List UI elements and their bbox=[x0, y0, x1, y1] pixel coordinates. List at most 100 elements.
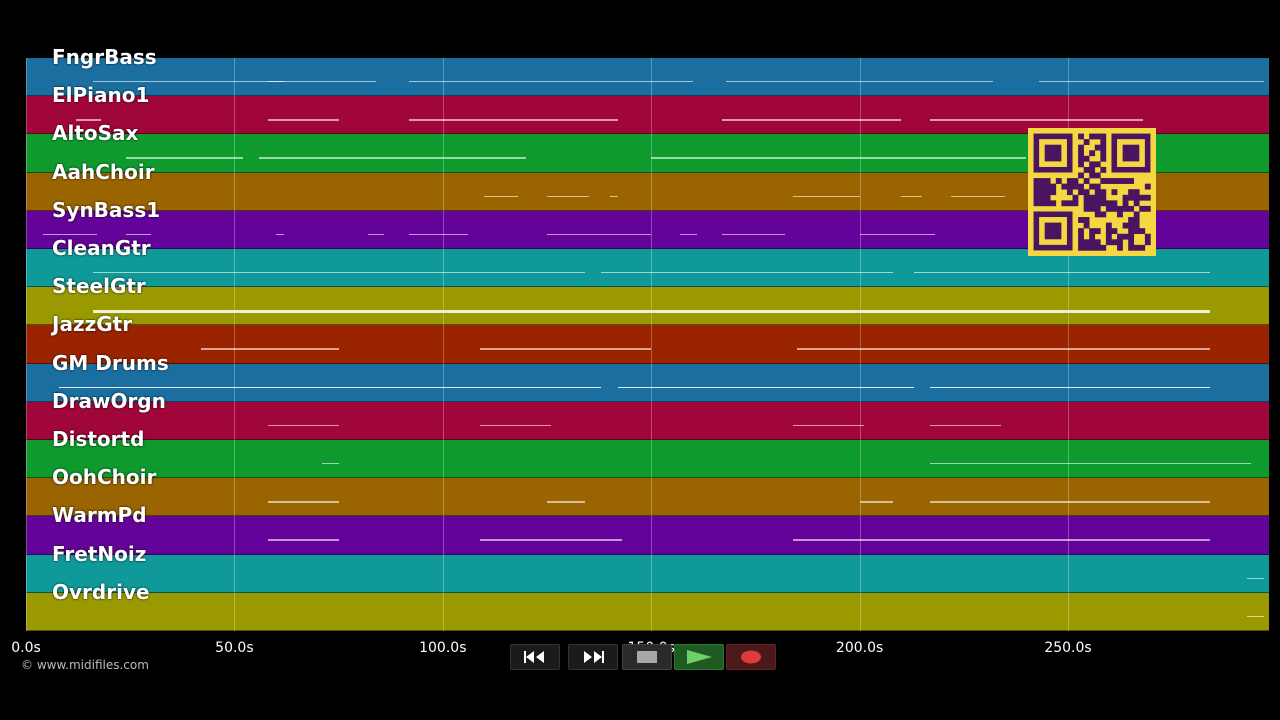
fast-forward-icon bbox=[584, 651, 604, 663]
note-mark bbox=[321, 462, 339, 465]
time-tick-label: 100.0s bbox=[419, 640, 467, 656]
note-mark bbox=[859, 501, 893, 503]
note-mark bbox=[276, 233, 285, 236]
note-mark bbox=[409, 80, 693, 83]
note-mark bbox=[42, 233, 97, 236]
note-mark bbox=[92, 271, 585, 274]
note-mark bbox=[267, 539, 339, 541]
track-lane bbox=[26, 363, 1269, 402]
record-button[interactable] bbox=[726, 644, 776, 670]
note-mark bbox=[367, 233, 385, 236]
track-label: SteelGtr bbox=[52, 274, 146, 299]
qr-code-icon bbox=[1028, 128, 1156, 256]
copyright-text: © www.midifiles.com bbox=[21, 658, 149, 672]
note-mark bbox=[680, 233, 698, 236]
record-icon bbox=[741, 650, 761, 664]
track-lane bbox=[26, 287, 1269, 326]
note-mark bbox=[126, 233, 152, 236]
note-mark bbox=[92, 80, 285, 83]
rewind-button[interactable] bbox=[510, 644, 560, 670]
track-label: AltoSax bbox=[52, 121, 139, 146]
track-label: Distortd bbox=[52, 427, 145, 451]
note-mark bbox=[859, 233, 935, 236]
grid-line bbox=[651, 58, 653, 631]
stop-icon bbox=[637, 651, 657, 663]
track-lane bbox=[26, 516, 1269, 555]
note-mark bbox=[484, 195, 518, 198]
note-mark bbox=[259, 157, 527, 159]
note-mark bbox=[930, 501, 1210, 503]
track-lane bbox=[26, 592, 1269, 631]
track-label: WarmPd bbox=[52, 503, 147, 528]
track-label: AahChoir bbox=[52, 159, 155, 184]
note-mark bbox=[1247, 615, 1264, 618]
note-mark bbox=[722, 119, 902, 121]
time-tick-label: 0.0s bbox=[11, 640, 41, 656]
track-lane bbox=[26, 440, 1269, 479]
grid-line bbox=[859, 58, 861, 631]
note-mark bbox=[1038, 80, 1264, 83]
track-lane bbox=[26, 58, 1269, 97]
track-label: ElPiano1 bbox=[52, 83, 150, 108]
note-mark bbox=[792, 424, 864, 427]
grid-line bbox=[1068, 58, 1069, 631]
note-mark bbox=[913, 271, 1210, 274]
note-mark bbox=[480, 348, 652, 350]
note-mark bbox=[726, 80, 993, 83]
note-mark bbox=[609, 195, 618, 198]
note-mark bbox=[267, 501, 339, 503]
time-tick-label: 50.0s bbox=[215, 640, 254, 656]
note-mark bbox=[409, 119, 618, 121]
note-mark bbox=[547, 195, 589, 198]
note-mark bbox=[480, 539, 622, 541]
track-label: JazzGtr bbox=[52, 312, 133, 337]
play-button[interactable] bbox=[674, 644, 724, 670]
note-mark bbox=[547, 501, 585, 503]
note-mark bbox=[201, 348, 339, 350]
note-mark bbox=[76, 119, 102, 121]
note-mark bbox=[617, 386, 914, 389]
track-label: OohChoir bbox=[52, 465, 157, 490]
note-mark bbox=[930, 424, 1002, 427]
track-label: GM Drums bbox=[52, 350, 169, 375]
rewind-icon bbox=[524, 651, 544, 663]
fast-forward-button[interactable] bbox=[568, 644, 618, 670]
note-mark bbox=[792, 195, 860, 198]
note-mark bbox=[722, 233, 785, 236]
track-label: FngrBass bbox=[52, 45, 157, 69]
note-mark bbox=[59, 386, 602, 389]
track-label: DrawOrgn bbox=[52, 388, 166, 413]
track-lane bbox=[26, 554, 1269, 593]
note-mark bbox=[797, 348, 1210, 350]
time-tick-label: 250.0s bbox=[1044, 640, 1092, 656]
track-label: FretNoiz bbox=[52, 541, 147, 566]
note-mark bbox=[930, 119, 1144, 121]
note-mark bbox=[126, 157, 243, 159]
grid-line bbox=[442, 58, 444, 631]
transport-controls bbox=[510, 644, 776, 670]
track-lane bbox=[26, 325, 1269, 364]
note-mark bbox=[480, 424, 552, 427]
note-mark bbox=[951, 195, 1006, 198]
note-mark bbox=[930, 386, 1210, 389]
grid-line bbox=[234, 58, 236, 631]
track-label: Ovrdrive bbox=[52, 579, 150, 604]
time-tick-label: 200.0s bbox=[835, 640, 884, 656]
note-mark bbox=[267, 80, 377, 83]
grid-line bbox=[26, 58, 27, 631]
note-mark bbox=[792, 539, 1210, 541]
note-mark bbox=[267, 424, 339, 427]
note-mark bbox=[651, 157, 1027, 159]
note-mark bbox=[601, 271, 893, 274]
track-lane bbox=[26, 401, 1269, 440]
note-mark bbox=[409, 233, 468, 236]
note-mark bbox=[92, 310, 1210, 314]
track-label: SynBass1 bbox=[52, 197, 161, 222]
play-icon bbox=[687, 650, 712, 664]
track-lane bbox=[26, 478, 1269, 517]
note-mark bbox=[901, 195, 923, 198]
track-label: CleanGtr bbox=[52, 236, 151, 260]
note-mark bbox=[930, 462, 1252, 465]
stop-button[interactable] bbox=[622, 644, 672, 670]
note-mark bbox=[547, 233, 652, 236]
